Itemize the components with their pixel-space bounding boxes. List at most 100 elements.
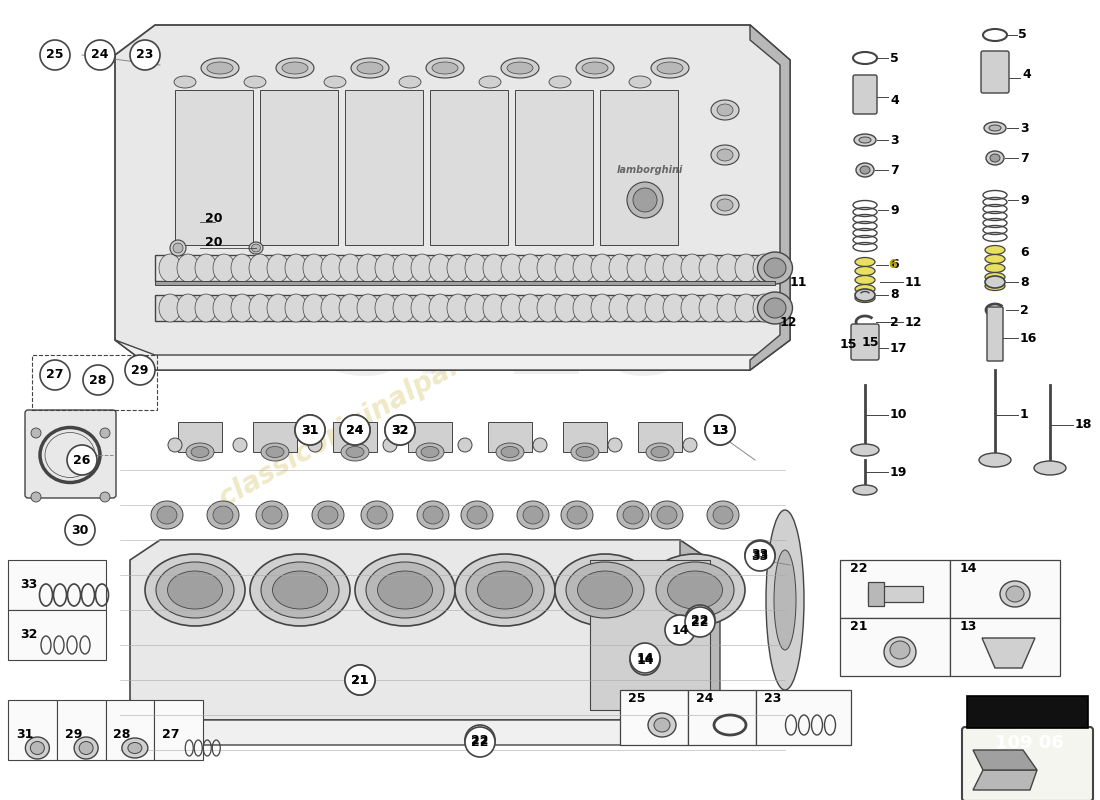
- Ellipse shape: [609, 294, 631, 322]
- Text: 25: 25: [628, 692, 646, 705]
- Ellipse shape: [663, 254, 685, 282]
- Ellipse shape: [273, 571, 328, 609]
- Text: 9: 9: [890, 203, 899, 217]
- FancyBboxPatch shape: [25, 410, 115, 498]
- Circle shape: [630, 643, 660, 673]
- Text: 24: 24: [346, 423, 364, 437]
- Ellipse shape: [984, 246, 1005, 254]
- Ellipse shape: [321, 294, 343, 322]
- Ellipse shape: [698, 254, 720, 282]
- Bar: [688, 690, 756, 745]
- Bar: [840, 618, 950, 676]
- Polygon shape: [160, 720, 720, 745]
- Text: 13: 13: [712, 423, 728, 437]
- Bar: [600, 90, 678, 245]
- Ellipse shape: [576, 446, 594, 458]
- Circle shape: [65, 515, 95, 545]
- FancyBboxPatch shape: [962, 727, 1093, 800]
- FancyBboxPatch shape: [851, 324, 879, 360]
- Text: 13: 13: [712, 423, 728, 437]
- Text: 2: 2: [890, 315, 899, 329]
- Ellipse shape: [195, 294, 217, 322]
- Text: 6: 6: [1020, 246, 1028, 258]
- Ellipse shape: [656, 562, 734, 618]
- Ellipse shape: [321, 254, 343, 282]
- Ellipse shape: [717, 294, 739, 322]
- Text: 22: 22: [850, 562, 868, 575]
- Text: 24: 24: [91, 49, 109, 62]
- Bar: [408, 422, 452, 452]
- Ellipse shape: [341, 443, 368, 461]
- Ellipse shape: [424, 506, 443, 524]
- Text: 18: 18: [1075, 418, 1092, 431]
- Ellipse shape: [79, 742, 94, 754]
- Ellipse shape: [358, 62, 383, 74]
- Ellipse shape: [645, 294, 667, 322]
- Text: 1: 1: [1020, 409, 1028, 422]
- Circle shape: [465, 727, 495, 757]
- Text: 4: 4: [890, 94, 899, 106]
- Ellipse shape: [157, 506, 177, 524]
- Ellipse shape: [261, 562, 339, 618]
- Ellipse shape: [549, 76, 571, 88]
- Text: 32: 32: [392, 423, 409, 437]
- Bar: [175, 90, 253, 245]
- Ellipse shape: [522, 506, 543, 524]
- Ellipse shape: [375, 254, 397, 282]
- Circle shape: [67, 445, 97, 475]
- Bar: [950, 618, 1060, 676]
- Ellipse shape: [393, 294, 415, 322]
- Bar: [345, 90, 424, 245]
- Text: 28: 28: [89, 374, 107, 386]
- Ellipse shape: [774, 550, 796, 650]
- Ellipse shape: [609, 254, 631, 282]
- Ellipse shape: [262, 506, 282, 524]
- Text: 14: 14: [960, 562, 978, 575]
- Text: SPEC: SPEC: [320, 279, 680, 401]
- Ellipse shape: [561, 501, 593, 529]
- Ellipse shape: [160, 254, 182, 282]
- Polygon shape: [590, 560, 710, 710]
- Ellipse shape: [249, 254, 271, 282]
- Ellipse shape: [447, 294, 469, 322]
- Ellipse shape: [576, 58, 614, 78]
- Circle shape: [85, 40, 116, 70]
- Text: 6: 6: [890, 258, 899, 271]
- Text: 5: 5: [890, 51, 899, 65]
- Text: 8: 8: [890, 289, 899, 302]
- Text: 32: 32: [20, 628, 37, 641]
- Ellipse shape: [717, 104, 733, 116]
- Text: 29: 29: [131, 363, 149, 377]
- Ellipse shape: [735, 254, 757, 282]
- Text: 5: 5: [1018, 29, 1026, 42]
- Circle shape: [340, 415, 370, 445]
- Circle shape: [295, 415, 324, 445]
- Ellipse shape: [645, 254, 667, 282]
- Ellipse shape: [377, 571, 432, 609]
- Ellipse shape: [447, 254, 469, 282]
- Text: 15: 15: [862, 335, 880, 349]
- Ellipse shape: [717, 149, 733, 161]
- Ellipse shape: [358, 294, 379, 322]
- Ellipse shape: [500, 294, 522, 322]
- Circle shape: [683, 438, 697, 452]
- Ellipse shape: [681, 294, 703, 322]
- Text: 33: 33: [751, 550, 769, 562]
- Ellipse shape: [855, 294, 875, 302]
- Ellipse shape: [477, 571, 532, 609]
- Text: 21: 21: [351, 674, 369, 686]
- Ellipse shape: [201, 58, 239, 78]
- Ellipse shape: [207, 62, 233, 74]
- Text: 6: 6: [888, 258, 896, 271]
- Ellipse shape: [266, 446, 284, 458]
- Ellipse shape: [890, 641, 910, 659]
- Ellipse shape: [984, 273, 1005, 282]
- Ellipse shape: [213, 294, 235, 322]
- Ellipse shape: [856, 163, 875, 177]
- Bar: [57, 700, 106, 760]
- Ellipse shape: [717, 254, 739, 282]
- Ellipse shape: [519, 254, 541, 282]
- Text: 12: 12: [905, 315, 923, 329]
- FancyBboxPatch shape: [981, 51, 1009, 93]
- Ellipse shape: [698, 294, 720, 322]
